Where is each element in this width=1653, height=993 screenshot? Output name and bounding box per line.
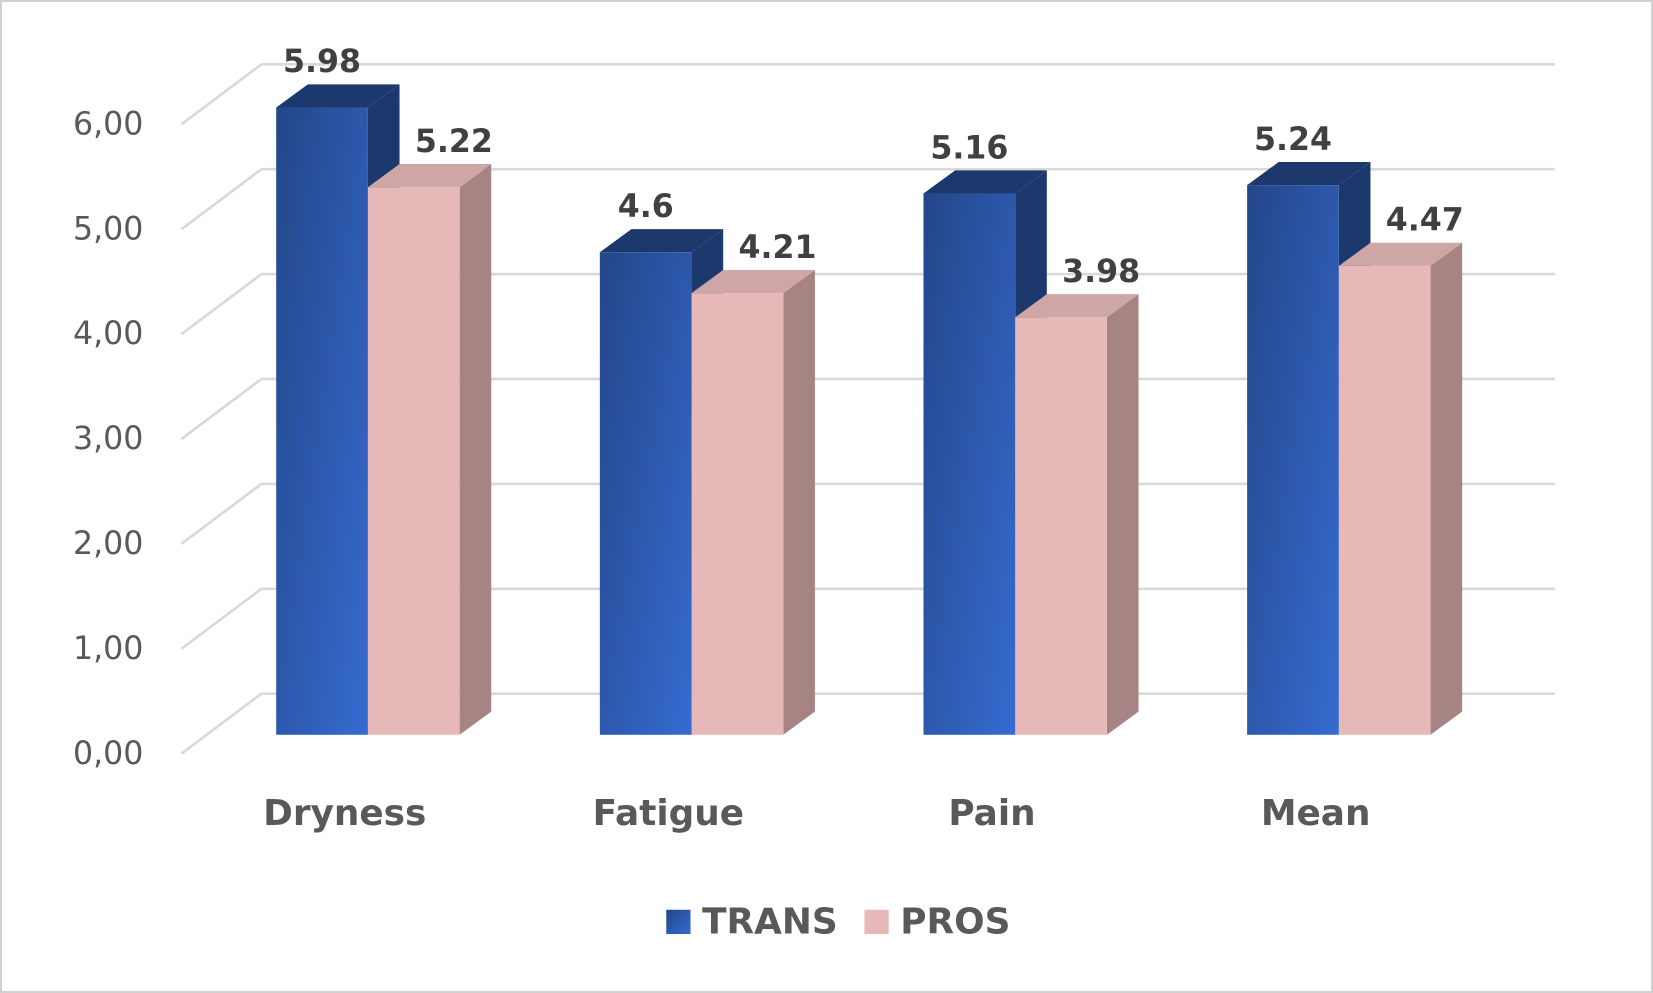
bar-top <box>1247 161 1371 186</box>
bar-side <box>783 269 815 735</box>
grid-line <box>180 587 263 650</box>
bar-side <box>459 164 492 735</box>
data-label: 5.22 <box>415 124 493 160</box>
grid-line <box>180 63 263 126</box>
bar-top <box>1015 294 1139 318</box>
y-tick-label: 1,00 <box>73 631 143 667</box>
legend-swatch <box>666 909 691 935</box>
bar-top <box>367 164 492 188</box>
bar <box>367 187 460 735</box>
data-label: 5.24 <box>1254 122 1332 158</box>
bar-top <box>691 269 815 294</box>
bar <box>276 107 368 735</box>
bar-top <box>599 229 724 253</box>
grid-line <box>180 482 263 546</box>
x-tick-label: Fatigue <box>593 793 744 834</box>
data-label: 4.47 <box>1386 203 1464 239</box>
bar-top <box>923 170 1047 194</box>
grid-line <box>180 692 263 755</box>
bar-side <box>1430 242 1463 735</box>
grid-line <box>180 168 263 231</box>
x-tick-label: Dryness <box>263 793 426 834</box>
bar <box>1338 265 1431 735</box>
legend-swatch <box>864 909 889 935</box>
data-label: 5.16 <box>930 130 1008 166</box>
x-tick-label: Pain <box>948 793 1035 834</box>
legend-label: PROS <box>900 901 1010 942</box>
bar-top <box>276 84 400 108</box>
y-tick-label: 6,00 <box>73 106 143 142</box>
bar <box>691 293 784 735</box>
bar <box>1247 185 1339 735</box>
bar <box>923 193 1016 735</box>
plot-area: 0,00 1,00 2,00 3,00 4,00 5,00 6,00 Dryness Fatig… <box>73 44 1555 942</box>
grid-line <box>180 377 263 441</box>
y-tick-label: 0,00 <box>73 736 143 772</box>
bar-top <box>1338 242 1463 266</box>
data-label: 4.6 <box>618 189 674 225</box>
y-tick-label: 3,00 <box>73 421 143 457</box>
bar-side <box>1106 294 1139 735</box>
grid-line <box>180 273 263 336</box>
data-label: 5.98 <box>283 44 361 80</box>
data-label: 3.98 <box>1062 254 1140 290</box>
data-label: 4.21 <box>738 230 816 266</box>
y-tick-label: 4,00 <box>73 316 143 352</box>
x-tick-label: Mean <box>1261 793 1371 834</box>
bar <box>599 252 692 735</box>
legend-label: TRANS <box>702 901 838 942</box>
y-tick-label: 2,00 <box>73 526 143 562</box>
y-tick-label: 5,00 <box>73 211 143 247</box>
bar <box>1015 317 1107 735</box>
